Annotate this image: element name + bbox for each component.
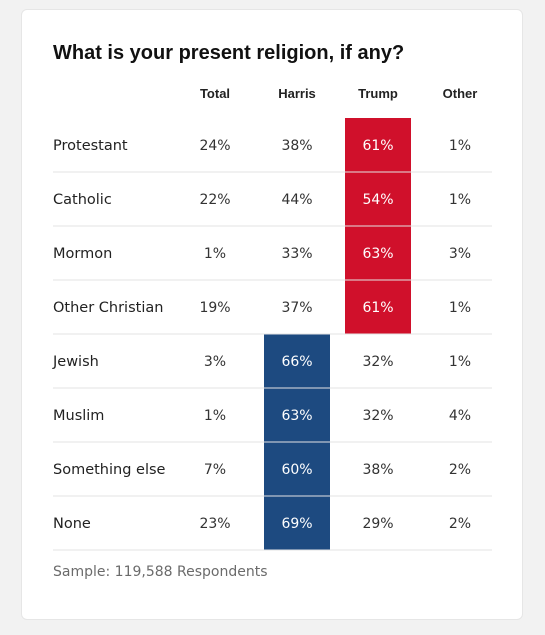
- data-cell: 3%: [204, 354, 226, 370]
- column-header: Harris: [278, 86, 316, 101]
- column-header: Other: [443, 86, 478, 101]
- data-cell: 1%: [204, 408, 226, 424]
- highlight-cell: [345, 280, 411, 334]
- row-label: Muslim: [53, 408, 104, 424]
- data-cell: 33%: [281, 246, 312, 262]
- data-cell: 1%: [449, 192, 471, 208]
- data-cell: 44%: [281, 192, 312, 208]
- data-cell: 1%: [449, 300, 471, 316]
- data-cell: 1%: [449, 354, 471, 370]
- row-label: Something else: [53, 462, 166, 478]
- data-cell: 63%: [362, 246, 393, 262]
- data-cell: 32%: [362, 354, 393, 370]
- row-label: Protestant: [53, 138, 128, 154]
- data-cell: 61%: [362, 300, 393, 316]
- highlight-cell: [264, 442, 330, 496]
- highlight-cell: [345, 172, 411, 226]
- data-cell: 7%: [204, 462, 226, 478]
- highlight-cell: [345, 226, 411, 280]
- row-label: Mormon: [53, 246, 112, 262]
- results-table: Total Harris Trump Other Protestant 24% 38% 61%…: [52, 86, 492, 551]
- row-label: Other Christian: [53, 300, 163, 316]
- chart-title: What is your present religion, if any?: [53, 42, 405, 64]
- data-cell: 63%: [281, 408, 312, 424]
- data-cell: 1%: [204, 246, 226, 262]
- column-header: Trump: [358, 86, 398, 101]
- sample-footnote: Sample: 119,588 Respondents: [53, 564, 268, 580]
- data-cell: 19%: [199, 300, 230, 316]
- data-cell: 1%: [449, 138, 471, 154]
- data-cell: 3%: [449, 246, 471, 262]
- data-cell: 32%: [362, 408, 393, 424]
- highlight-cell: [264, 388, 330, 442]
- data-cell: 29%: [362, 516, 393, 532]
- data-cell: 69%: [281, 516, 312, 532]
- highlight-cell: [345, 118, 411, 172]
- data-cell: 2%: [449, 516, 471, 532]
- data-cell: 66%: [281, 354, 312, 370]
- data-cell: 22%: [199, 192, 230, 208]
- data-cell: 2%: [449, 462, 471, 478]
- data-cell: 38%: [362, 462, 393, 478]
- row-label: None: [53, 516, 91, 532]
- data-cell: 24%: [199, 138, 230, 154]
- data-cell: 23%: [199, 516, 230, 532]
- highlight-cell: [264, 334, 330, 388]
- row-label: Catholic: [53, 192, 112, 208]
- data-cell: 60%: [281, 462, 312, 478]
- data-cell: 38%: [281, 138, 312, 154]
- row-label: Jewish: [52, 354, 99, 370]
- data-cell: 37%: [281, 300, 312, 316]
- highlight-cell: [264, 496, 330, 550]
- data-cell: 54%: [362, 192, 393, 208]
- data-cell: 4%: [449, 408, 471, 424]
- column-header: Total: [200, 86, 230, 101]
- chart-card: What is your present religion, if any? T…: [21, 9, 523, 620]
- data-cell: 61%: [362, 138, 393, 154]
